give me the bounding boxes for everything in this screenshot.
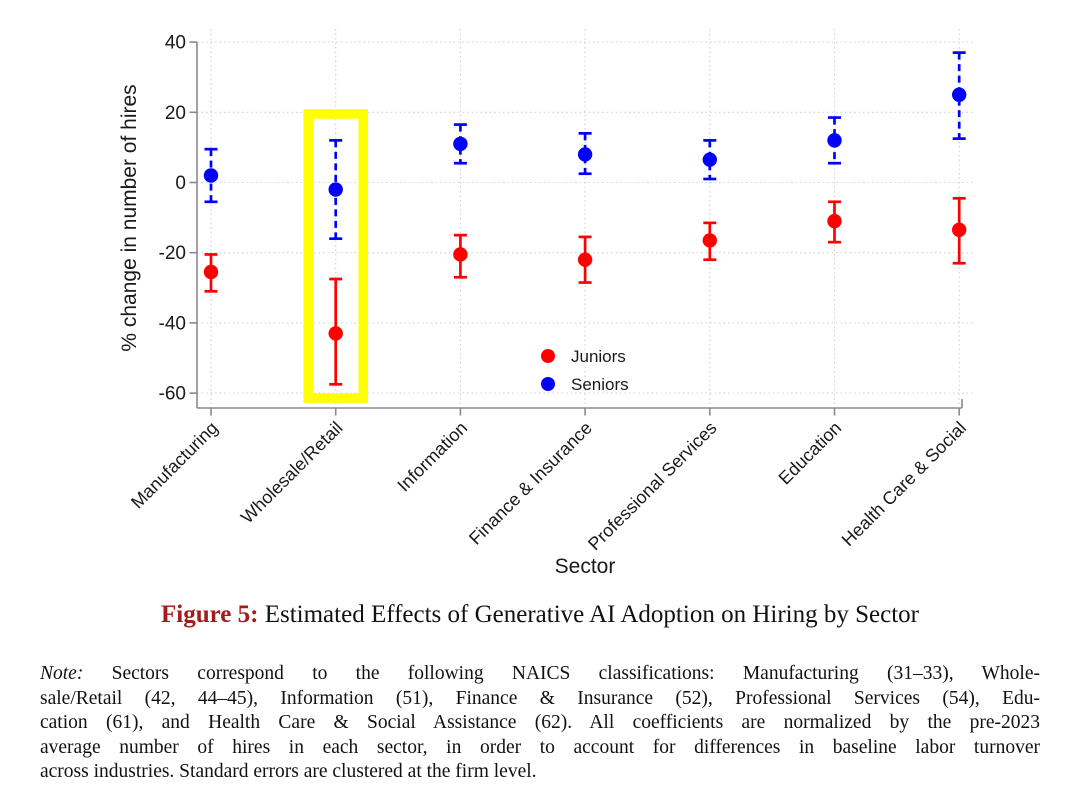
x-category-label: Finance & Insurance	[465, 418, 596, 549]
x-category-label: Information	[393, 418, 471, 496]
figure-caption-label: Figure 5:	[161, 601, 259, 628]
note-line-5: across industries. Standard errors are c…	[40, 761, 537, 783]
y-tick-label: -60	[159, 384, 186, 405]
legend-marker-juniors	[541, 349, 555, 363]
legend-marker-seniors	[541, 377, 555, 391]
y-tick-label: -40	[159, 313, 186, 334]
figure-caption-text: Estimated Effects of Generative AI Adopt…	[258, 601, 919, 628]
x-category-label: Professional Services	[584, 418, 721, 555]
y-tick-label: -20	[159, 243, 186, 264]
note-line-2: sale/Retail (42, 44–45), Information (51…	[40, 687, 1040, 709]
y-tick-label: 0	[175, 173, 186, 194]
legend-label-seniors: Seniors	[571, 375, 629, 394]
data-point-juniors	[328, 326, 343, 341]
x-category-label: Education	[775, 418, 846, 489]
note-line-1: Note: Sectors correspond to the followin…	[40, 662, 1040, 687]
y-tick-label: 40	[165, 33, 186, 54]
note-prefix: Note:	[40, 663, 84, 684]
hiring-by-sector-chart: 40 20 0 -20 -40 -60 Manufacturing Wholesale/Ret…	[118, 29, 973, 578]
data-point-juniors	[577, 252, 593, 267]
x-category-label: Manufacturing	[127, 418, 222, 513]
data-point-juniors	[702, 233, 717, 248]
data-point-juniors	[827, 213, 842, 229]
x-axis-title: Sector	[555, 555, 616, 578]
note-line-4: average number of hires in each sector, …	[40, 736, 1040, 758]
legend-label-juniors: Juniors	[571, 347, 626, 366]
data-point-seniors	[827, 133, 842, 148]
data-point-seniors	[702, 152, 717, 167]
data-point-seniors	[952, 87, 967, 102]
y-tick-label: 20	[165, 103, 186, 124]
x-category-label: Wholesale/Retail	[237, 418, 347, 528]
data-point-seniors	[453, 136, 468, 152]
highlight-box	[303, 109, 368, 403]
data-point-seniors	[577, 147, 593, 162]
y-axis-title: % change in number of hires	[118, 84, 141, 351]
data-point-seniors	[203, 168, 219, 183]
data-point-juniors	[952, 222, 967, 238]
data-point-juniors	[453, 247, 468, 262]
data-point-juniors	[203, 264, 219, 280]
note-line-1-text: Sectors correspond to the following NAIC…	[83, 663, 1040, 684]
figure-caption: Figure 5: Estimated Effects of Generativ…	[0, 601, 1080, 629]
figure-note: Note: Sectors correspond to the followin…	[40, 662, 1040, 785]
data-point-seniors	[328, 182, 343, 197]
note-line-3: cation (61), and Health Care & Social As…	[40, 712, 1040, 734]
x-category-label: Health Care & Social	[838, 418, 970, 550]
